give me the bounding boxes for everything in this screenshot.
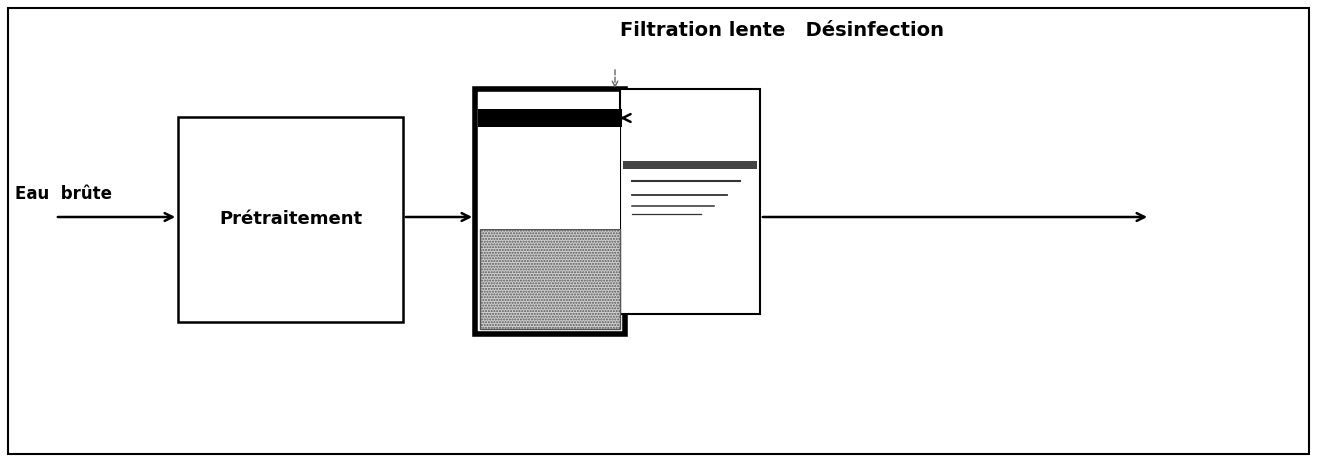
Bar (620, 89, 760, 314)
Text: Eau  brûte: Eau brûte (14, 185, 112, 203)
Text: Prétraitement: Prétraitement (219, 211, 362, 229)
Text: Filtration lente   Désinfection: Filtration lente Désinfection (620, 20, 944, 39)
Bar (478, 109, 622, 127)
Bar (178, 117, 403, 322)
Bar (479, 127, 620, 229)
Bar (475, 89, 626, 334)
Bar (623, 161, 757, 169)
Bar (479, 229, 620, 329)
